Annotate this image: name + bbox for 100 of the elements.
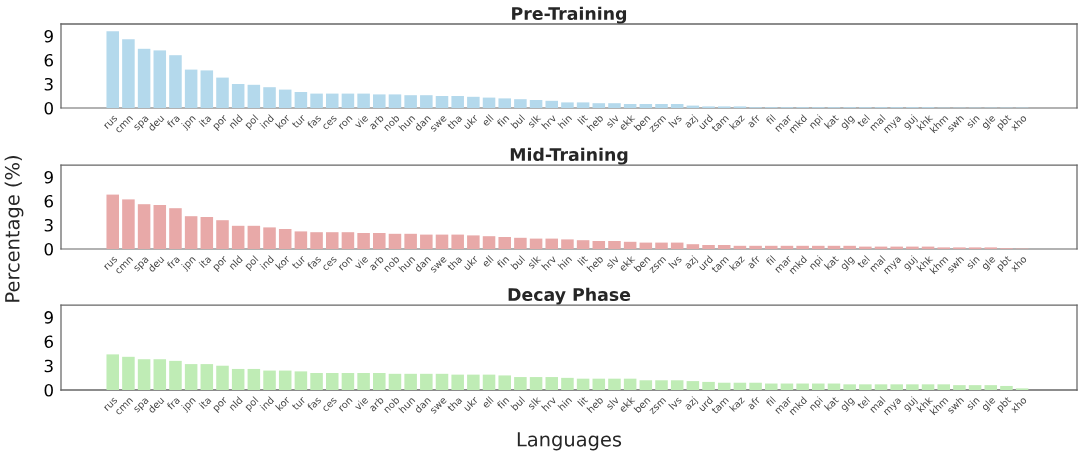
x-tick-label: heb [586, 254, 604, 273]
bar [153, 50, 167, 108]
bar [357, 233, 370, 249]
x-tick-label: fra [166, 114, 181, 129]
bar [341, 93, 355, 108]
x-tick-label: kat [823, 254, 840, 271]
bar [153, 359, 167, 390]
bar [608, 103, 621, 108]
x-tick-label: ces [322, 115, 338, 131]
y-tick-label: 0 [44, 383, 53, 397]
x-tick-label: hin [557, 114, 573, 129]
bar [388, 233, 402, 249]
x-tick-label: tam [711, 255, 729, 274]
x-tick-label: fra [166, 396, 181, 411]
bar [514, 99, 527, 108]
bar [749, 382, 762, 390]
x-tick-label: afr [746, 395, 761, 410]
bar [404, 95, 417, 108]
y-tick-label: 6 [44, 335, 54, 348]
bar [796, 245, 809, 249]
x-tick-label: sin [965, 255, 980, 270]
bar [686, 244, 700, 249]
bar [529, 238, 543, 249]
x-tick-label: ben [633, 114, 651, 132]
x-tick-label: pol [244, 255, 260, 272]
x-tick-label: tur [291, 395, 307, 411]
bar [623, 104, 637, 108]
bar [388, 373, 402, 390]
bar [670, 242, 684, 249]
bar [435, 234, 449, 249]
bar [812, 383, 825, 390]
bar [294, 371, 308, 390]
bar [137, 204, 151, 249]
bar [639, 380, 653, 390]
chart-title: Pre-Training [512, 6, 627, 24]
x-tick-label: glg [839, 396, 856, 413]
bar [827, 245, 841, 249]
x-tick-label: ron [338, 115, 353, 130]
x-tick-label: afr [746, 113, 761, 128]
x-tick-label: fil [765, 396, 776, 407]
bar [874, 384, 888, 390]
x-tick-label: bul [510, 396, 526, 411]
bar [263, 227, 276, 249]
x-tick-label: ell [481, 255, 494, 268]
bar [467, 235, 480, 249]
x-tick-label: por [213, 396, 230, 413]
bar [812, 245, 825, 249]
x-tick-label: ell [481, 396, 494, 409]
x-tick-label: jpn [180, 114, 198, 131]
bar [623, 378, 637, 390]
bar [529, 100, 543, 108]
bar [482, 97, 496, 108]
bar [263, 87, 276, 108]
x-axis-title: Languages [517, 432, 622, 451]
bar [576, 378, 590, 390]
x-tick-label: npi [808, 255, 825, 272]
bar [451, 96, 464, 108]
x-tick-label: pol [244, 114, 260, 131]
bar [608, 378, 621, 390]
bar [435, 96, 449, 108]
y-tick-label: 0 [44, 101, 53, 115]
bar [325, 93, 339, 108]
bar [764, 383, 778, 390]
bar [498, 98, 511, 108]
bar [561, 377, 574, 390]
x-tick-label: ind [259, 255, 275, 270]
x-tick-label: zsm [649, 115, 667, 133]
bar [294, 92, 308, 108]
bar [404, 373, 417, 390]
x-tick-label: swe [430, 397, 447, 414]
x-tick-label: heb [586, 113, 604, 132]
x-tick-label: lit [577, 395, 589, 407]
x-tick-label: vie [353, 395, 369, 411]
bar [169, 208, 182, 249]
x-tick-label: hrv [541, 254, 557, 271]
bar [984, 385, 998, 390]
bar [122, 356, 135, 390]
y-tick-label: 6 [44, 53, 54, 67]
bar [106, 194, 120, 249]
x-tick-label: tam [711, 114, 729, 133]
bar [859, 384, 872, 390]
chart-title: Decay Phase [508, 287, 631, 305]
x-tick-label: guj [902, 396, 919, 413]
x-tick-label: fin [496, 114, 510, 128]
x-tick-label: guj [902, 255, 919, 272]
bar [216, 220, 229, 249]
x-tick-label: por [213, 255, 230, 272]
x-tick-label: azj [683, 396, 699, 412]
bar [184, 216, 198, 249]
bar [733, 382, 747, 390]
bar [467, 96, 480, 108]
x-tick-label: slk [526, 113, 542, 128]
x-tick-label: jpn [180, 396, 198, 413]
x-tick-label: ben [633, 255, 651, 273]
x-tick-label: ita [198, 114, 212, 128]
bar [278, 89, 292, 108]
bar [122, 199, 135, 249]
bar [435, 373, 449, 390]
x-tick-label: ita [198, 396, 212, 410]
x-tick-label: kaz [728, 254, 745, 271]
